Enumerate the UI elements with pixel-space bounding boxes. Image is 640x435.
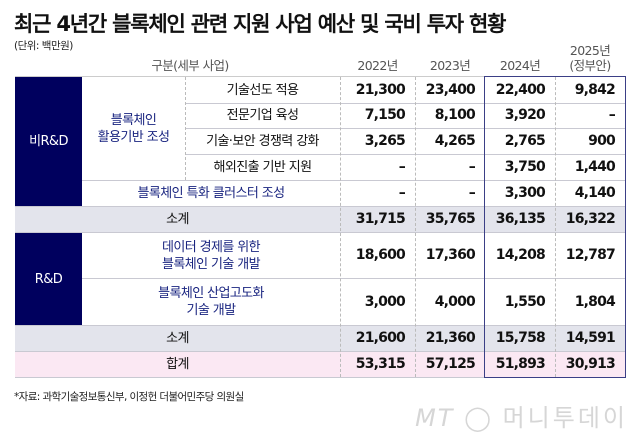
row-name: 기술·보안 경쟁력 강화 xyxy=(206,133,319,149)
header-year-2022: 2022년 xyxy=(357,58,398,73)
row-name: 전문기업 육성 xyxy=(226,108,299,123)
header-year-2023: 2023년 xyxy=(429,58,471,73)
value-cell: 8,100 xyxy=(434,107,476,123)
row-name: 데이터 경제를 위한 블록체인 기술 개발 xyxy=(162,239,261,272)
unit-label: (단위: 백만원) xyxy=(14,40,73,52)
header-category: 구분(세부 사업) xyxy=(151,58,229,73)
value-cell: 4,265 xyxy=(434,132,476,149)
value-cell: 12,787 xyxy=(565,247,616,263)
logo-korean: 머니투데이 xyxy=(502,404,628,432)
value-cell: 3,000 xyxy=(364,293,406,310)
total-value: 30,913 xyxy=(565,355,616,372)
total-label: 합계 xyxy=(166,356,189,372)
subtotal-value: 31,715 xyxy=(355,210,406,227)
subgroup-label: 블록체인 활용기반 조성 xyxy=(97,112,170,145)
subtotal-value: 15,758 xyxy=(495,329,546,346)
value-cell: 18,600 xyxy=(355,247,406,263)
value-cell: 4,000 xyxy=(434,293,476,310)
subtotal-value: 16,322 xyxy=(565,210,616,227)
value-cell: 1,804 xyxy=(574,293,616,310)
value-cell: 2,765 xyxy=(504,132,546,149)
value-cell: 900 xyxy=(588,132,616,149)
group-label-non-rnd: 비R&D xyxy=(15,77,82,206)
subtotal-value: 36,135 xyxy=(495,210,546,227)
value-cell: – xyxy=(398,184,406,201)
row-name: 블록체인 산업고도화 기술 개발 xyxy=(158,286,264,318)
row-name: 기술선도 적용 xyxy=(226,82,299,98)
value-cell: 4,140 xyxy=(574,184,616,201)
subtotal-label: 소계 xyxy=(166,211,189,227)
subtotal-value: 14,591 xyxy=(565,329,616,346)
header-year-2025-line1: 2025년 xyxy=(569,43,611,58)
value-cell: 3,265 xyxy=(364,132,406,149)
subtotal-value: 21,360 xyxy=(425,329,476,346)
logo-symbol-icon: ◯ xyxy=(464,404,493,432)
total-value: 53,315 xyxy=(355,355,406,372)
value-cell: 1,550 xyxy=(504,293,546,310)
header-year-2024: 2024년 xyxy=(499,58,541,73)
value-cell: 7,150 xyxy=(364,107,406,123)
subtotal-value: 21,600 xyxy=(355,329,406,346)
non-rnd-subtotal-bg xyxy=(15,206,625,232)
value-cell: 23,400 xyxy=(425,81,476,98)
header-year-2025: 2025년 (정부안) xyxy=(555,43,625,73)
value-cell: 17,360 xyxy=(425,247,476,263)
header-year-2025-line2: (정부안) xyxy=(569,58,611,73)
source-footnote: *자료: 과학기술정보통신부, 이정헌 더불어민주당 의원실 xyxy=(14,391,244,403)
total-value: 57,125 xyxy=(425,355,476,372)
rnd-subtotal-bg xyxy=(15,325,625,351)
value-cell: 1,440 xyxy=(574,158,616,175)
value-cell: 14,208 xyxy=(495,247,546,263)
value-cell: – xyxy=(398,158,406,175)
table-top-border xyxy=(15,76,625,77)
group-label-rnd: R&D xyxy=(15,233,82,325)
highlight-2024-2025 xyxy=(484,76,626,378)
value-cell: 9,842 xyxy=(574,81,616,98)
value-cell: – xyxy=(468,158,476,175)
brand-logo: MT ◯ 머니투데이 xyxy=(415,398,628,433)
value-cell: 3,920 xyxy=(504,107,546,123)
row-name: 블록체인 특화 클러스터 조성 xyxy=(137,185,286,201)
value-cell: 22,400 xyxy=(495,81,546,98)
subtotal-label: 소계 xyxy=(166,330,189,346)
logo-latin: MT xyxy=(415,404,455,432)
page-title: 최근 4년간 블록체인 관련 지원 사업 예산 및 국비 투자 현황 xyxy=(14,12,506,36)
subtotal-value: 35,765 xyxy=(425,210,476,227)
total-bg xyxy=(15,351,625,377)
total-value: 51,893 xyxy=(495,355,546,372)
row-name: 해외진출 기반 지원 xyxy=(213,159,313,175)
value-cell: 21,300 xyxy=(355,81,406,98)
value-cell: 3,300 xyxy=(504,184,546,201)
value-cell: – xyxy=(468,184,476,201)
value-cell: 3,750 xyxy=(504,158,546,175)
value-cell: – xyxy=(608,107,616,123)
